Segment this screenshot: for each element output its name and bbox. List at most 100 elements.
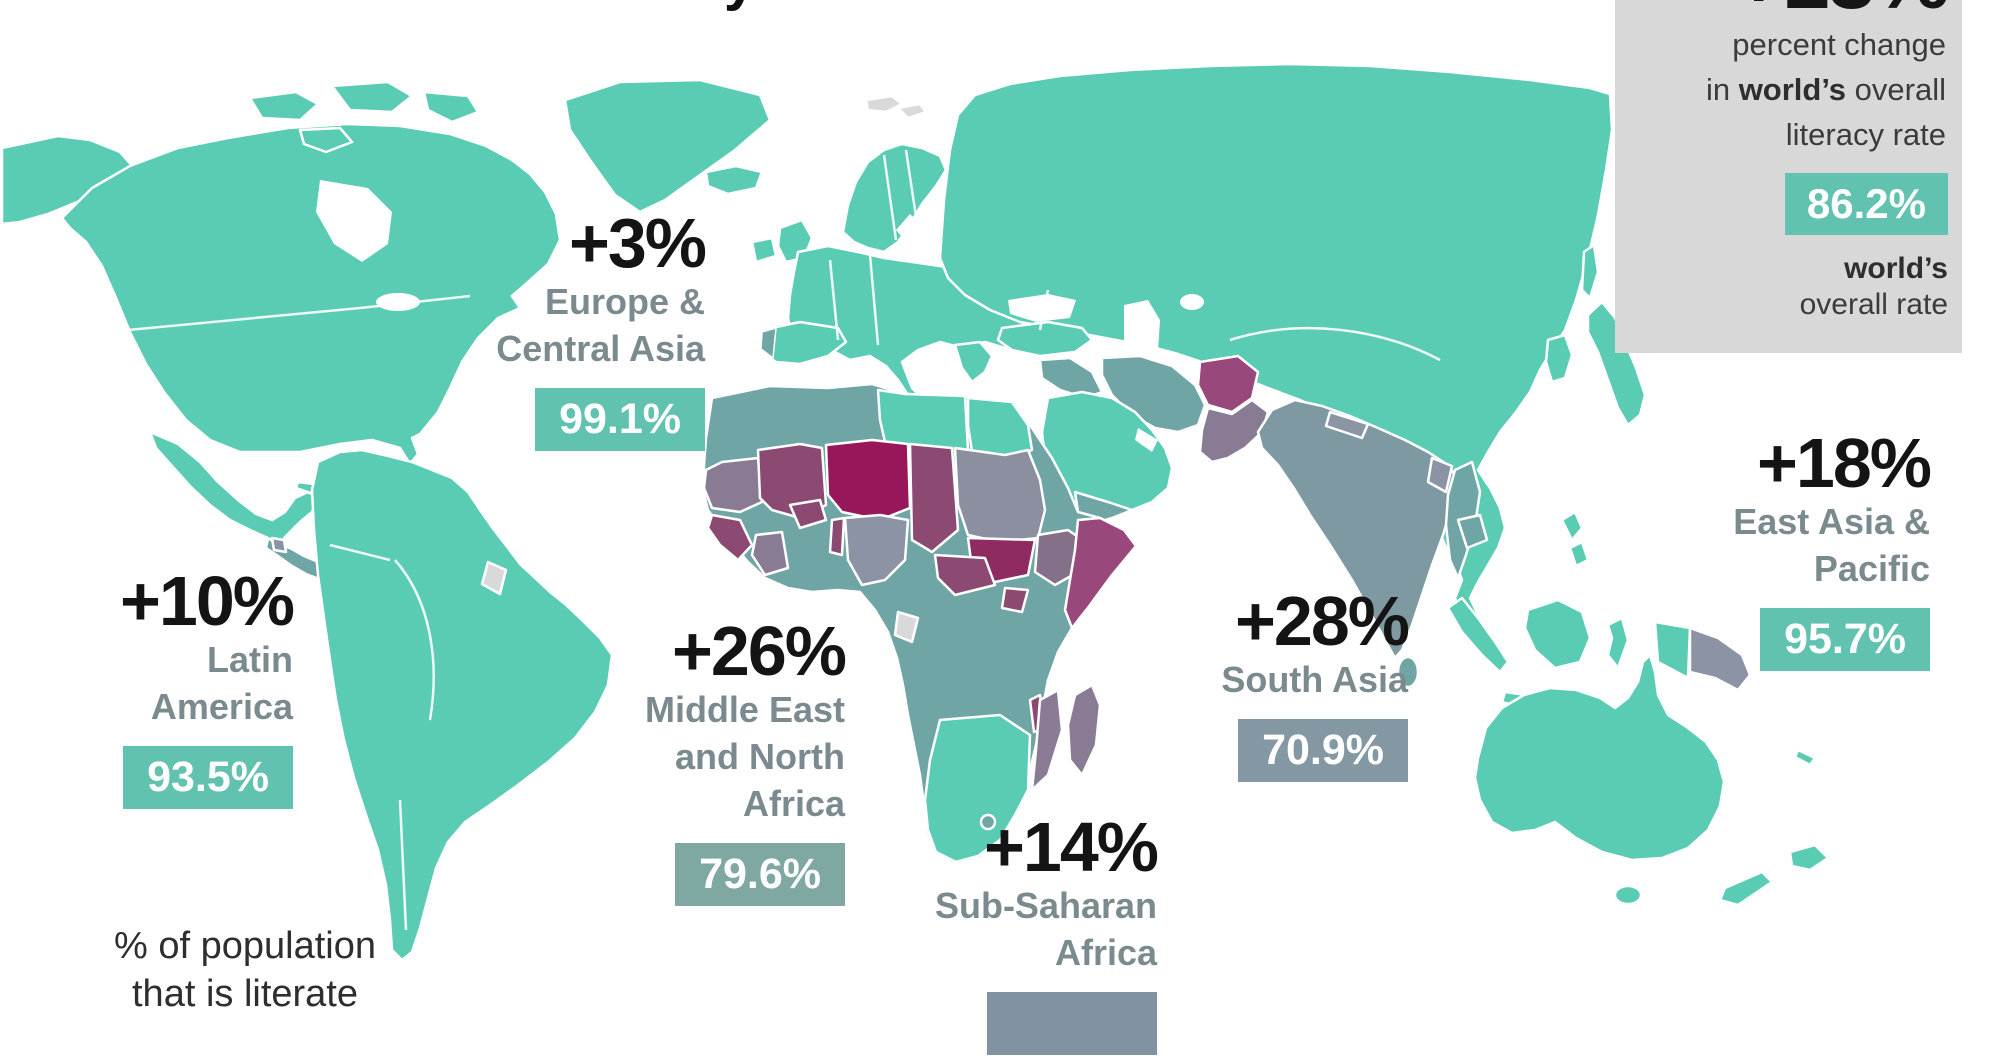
map-region-west-new-guinea	[1653, 620, 1692, 680]
map-region-burkina-faso	[788, 498, 828, 530]
map-region-niger	[824, 438, 912, 522]
map-region-india	[1256, 398, 1460, 660]
map-region-iberia	[758, 320, 848, 366]
map-region-pakistan	[1198, 398, 1270, 464]
region-name-line: Pacific	[1813, 548, 1930, 589]
map-region-sulawesi	[1606, 616, 1630, 670]
cropped-title-glyph: y	[700, 0, 780, 13]
map-region-nepal	[1324, 410, 1370, 440]
legend-note: % of population that is literate	[75, 922, 415, 1018]
annotation-europe-central-asia: +3% Europe & Central Asia 99.1%	[385, 204, 707, 451]
rate-badge-east-asia: 95.7%	[1760, 608, 1930, 671]
world-stat-box: +13% percent change in world’s overall l…	[1615, 0, 1962, 353]
map-region-southern-africa	[923, 713, 1032, 864]
map-region-caspian-sea	[1124, 300, 1160, 372]
map-region-madagascar	[1066, 683, 1102, 777]
map-region-gabon	[893, 610, 920, 644]
map-region-chad	[908, 442, 960, 554]
map-region-sri-lanka	[1396, 655, 1420, 689]
map-region-hudson-bay	[316, 180, 392, 262]
map-region-greenland	[563, 78, 772, 214]
annotation-middle-east-north-africa: +26% Middle East and North Africa 79.6%	[545, 612, 847, 906]
region-name-line: East Asia &	[1733, 501, 1930, 542]
world-desc-line1: percent change	[1732, 27, 1946, 62]
annotation-east-asia-pacific: +18% East Asia & Pacific 95.7%	[1630, 424, 1932, 671]
map-country-borders	[127, 149, 1441, 931]
map-region-sumatra	[1446, 596, 1510, 674]
map-region-australia	[1473, 653, 1726, 862]
map-region-svalbard	[864, 94, 928, 120]
pct-change-south-asia: +28%	[1235, 582, 1410, 660]
map-region-persian-gulf	[1135, 428, 1158, 452]
map-region-turkey	[996, 320, 1094, 358]
legend-note-line1: % of population	[114, 925, 376, 967]
map-region-afghanistan	[1196, 354, 1260, 414]
region-name-line: Central Asia	[496, 328, 705, 369]
map-region-philippines	[1560, 510, 1590, 568]
map-region-mozambique	[1030, 688, 1064, 792]
region-name-line: America	[150, 686, 293, 727]
pct-change-latin-america: +10%	[120, 562, 295, 640]
annotation-sub-saharan-africa: +14% Sub-Saharan Africa	[855, 808, 1159, 1060]
world-choropleth-map	[0, 62, 1830, 962]
world-caption-rest: overall rate	[1799, 288, 1948, 321]
map-region-iran	[1100, 354, 1207, 434]
world-desc-line2: in world’s overall	[1705, 72, 1946, 107]
map-region-sudan	[953, 446, 1047, 544]
world-caption-bold: world’s	[1844, 252, 1948, 285]
map-region-somalia	[1063, 516, 1138, 630]
rate-badge-europe: 99.1%	[535, 388, 705, 451]
rate-badge-latin-america: 93.5%	[123, 746, 293, 809]
region-name-line: Africa	[742, 783, 845, 824]
map-region-great-lakes	[376, 293, 420, 311]
annotation-south-asia: +28% South Asia 70.9%	[1098, 582, 1410, 782]
map-region-cote-divoire	[750, 530, 790, 577]
map-region-iceland	[704, 164, 764, 196]
pct-change-europe: +3%	[568, 204, 707, 282]
map-region-nigeria	[843, 513, 910, 587]
map-region-scandinavia	[841, 142, 948, 254]
map-region-central-african-republic	[933, 553, 997, 597]
map-region-iraq-syria	[1038, 356, 1104, 400]
map-region-black-sea	[1008, 294, 1076, 322]
region-name-line: and North	[675, 736, 845, 777]
map-region-guinea-sierra-leone	[706, 513, 754, 562]
legend-note-line2: that is literate	[132, 973, 358, 1015]
map-region-french-guiana	[480, 560, 508, 596]
world-rate-badge: 86.2%	[1784, 173, 1948, 235]
map-region-guatemala	[270, 536, 288, 554]
map-region-portugal	[760, 327, 777, 359]
map-region-laos-cambodia	[1456, 513, 1489, 550]
map-region-benin-togo	[828, 516, 846, 557]
region-name-line: Middle East	[644, 689, 845, 730]
map-region-aral-sea	[1180, 294, 1204, 310]
region-name-line: South Asia	[1221, 659, 1408, 700]
map-region-canada-usa	[60, 122, 562, 466]
map-region-greece-balkans	[953, 340, 994, 384]
annotation-latin-america: +10% Latin America 93.5%	[60, 562, 295, 809]
region-name-line: Europe &	[544, 281, 705, 322]
region-name-line: Latin	[207, 639, 293, 680]
world-desc-line3: literacy rate	[1785, 117, 1946, 152]
region-name-line: Africa	[1054, 932, 1157, 973]
map-region-sakhalin	[1580, 243, 1600, 300]
world-pct-change: +13%	[1629, 0, 1950, 22]
map-region-mauritania-senegal	[702, 456, 764, 514]
map-region-new-zealand	[1718, 843, 1830, 907]
map-region-uganda	[1000, 586, 1030, 614]
map-region-new-caledonia	[1793, 748, 1817, 767]
map-region-korea	[1544, 333, 1574, 384]
pct-change-sub-saharan: +14%	[984, 808, 1159, 886]
map-region-tasmania	[1613, 884, 1643, 906]
rate-badge-south-asia: 70.9%	[1238, 719, 1408, 782]
rate-badge-sub-saharan-cut-off	[987, 992, 1157, 1055]
rate-badge-mena: 79.6%	[675, 843, 845, 906]
map-region-bangladesh	[1426, 456, 1454, 494]
region-name-line: Sub-Saharan	[934, 885, 1157, 926]
pct-change-mena: +26%	[672, 612, 847, 690]
map-region-lesotho	[979, 813, 997, 831]
map-region-borneo	[1523, 598, 1592, 670]
map-region-papua-new-guinea	[1688, 626, 1752, 692]
map-region-south-america	[310, 448, 614, 962]
pct-change-east-asia: +18%	[1757, 424, 1932, 502]
